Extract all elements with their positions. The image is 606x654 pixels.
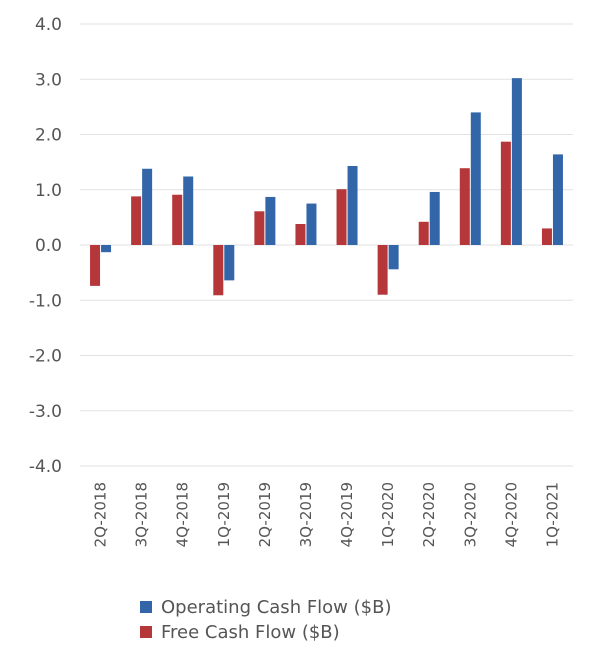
free-cash-flow-bar-4Q-2019 [336,189,347,245]
operating-cash-flow-bar-2Q-2020 [429,191,440,245]
y-axis-ticks: 4.0 3.0 2.0 1.0 0.0 -1.0 -2.0 -3.0 -4.0 [29,15,62,477]
legend-label: Operating Cash Flow ($B) [161,597,391,618]
y-tick-label: 3.0 [35,70,62,90]
y-tick-label: 2.0 [35,126,62,146]
free-cash-flow-bar-1Q-2021 [541,228,552,245]
x-tick-label: 3Q-2020 [461,482,479,547]
legend: Operating Cash Flow ($B) Free Cash Flow (… [140,597,391,643]
legend-swatch [140,626,152,638]
free-cash-flow-bar-2Q-2019 [254,211,265,245]
free-cash-flow-bar-3Q-2018 [131,196,142,245]
y-tick-label: 0.0 [35,236,62,256]
x-tick-label: 4Q-2020 [502,482,520,547]
operating-cash-flow-bar-4Q-2020 [511,78,522,246]
x-tick-label: 3Q-2018 [133,482,151,547]
free-cash-flow-bar-2Q-2018 [90,245,101,286]
free-cash-flow-bar-4Q-2018 [172,194,183,245]
legend-swatch [140,601,152,613]
x-tick-label: 3Q-2019 [297,482,315,547]
free-cash-flow-bar-3Q-2020 [459,168,470,245]
x-tick-label: 1Q-2019 [215,482,233,547]
operating-cash-flow-bar-2Q-2019 [265,196,276,245]
free-cash-flow-bar-1Q-2020 [377,245,388,295]
x-tick-label: 2Q-2019 [256,482,274,547]
operating-cash-flow-bar-1Q-2021 [552,154,563,245]
x-tick-label: 2Q-2020 [420,482,438,547]
operating-cash-flow-bar-3Q-2020 [470,112,481,246]
x-tick-label: 2Q-2018 [92,482,110,547]
bars [90,78,563,296]
free-cash-flow-bar-4Q-2020 [500,141,511,245]
operating-cash-flow-bar-4Q-2019 [347,165,358,245]
y-tick-label: -3.0 [29,402,62,422]
y-tick-label: 4.0 [35,15,62,35]
y-tick-label: -2.0 [29,347,62,367]
x-tick-label: 4Q-2018 [174,482,192,547]
x-axis-ticks: 2Q-2018 3Q-2018 4Q-2018 1Q-2019 2Q-2019 3Q-20… [92,482,562,547]
x-tick-label: 4Q-2019 [338,482,356,547]
operating-cash-flow-bar-1Q-2019 [224,245,235,281]
legend-label: Free Cash Flow ($B) [161,622,340,643]
free-cash-flow-bar-2Q-2020 [418,221,429,245]
free-cash-flow-bar-3Q-2019 [295,224,306,245]
grid [80,23,573,467]
operating-cash-flow-bar-3Q-2018 [142,168,153,245]
free-cash-flow-bar-1Q-2019 [213,245,224,296]
operating-cash-flow-bar-2Q-2018 [101,245,112,253]
operating-cash-flow-bar-4Q-2018 [183,176,194,245]
operating-cash-flow-bar-1Q-2020 [388,245,399,270]
x-tick-label: 1Q-2020 [379,482,397,547]
operating-cash-flow-bar-3Q-2019 [306,203,317,245]
y-tick-label: -1.0 [29,291,62,311]
x-tick-label: 1Q-2021 [543,482,561,547]
y-tick-label: -4.0 [29,457,62,477]
y-tick-label: 1.0 [35,181,62,201]
